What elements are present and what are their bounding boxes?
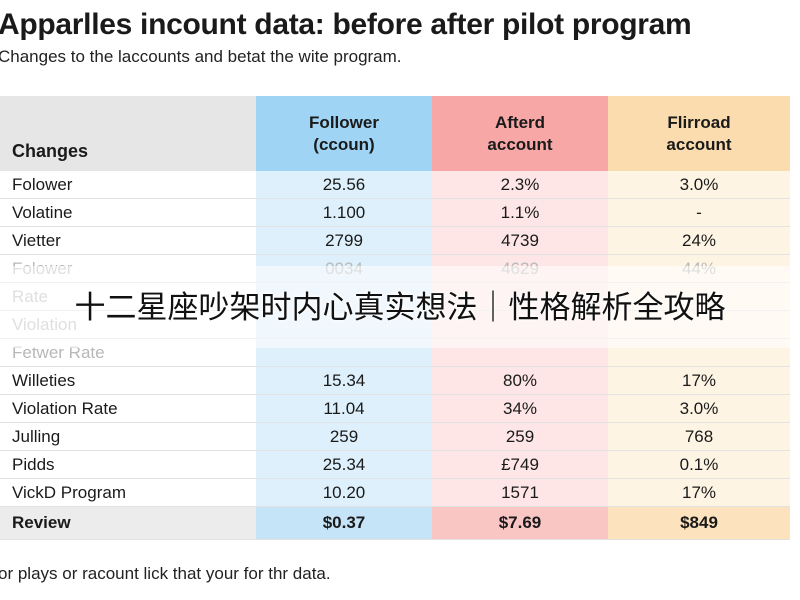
table-row: Willeties 15.34 80% 17% [0,366,790,395]
cell-value: 2799 [256,226,432,255]
cell-value: 0.1% [608,450,790,479]
cell-value: 2.3% [432,171,608,199]
column-header-line: Afterd [494,112,546,132]
cell-value: £749 [432,450,608,479]
cell-value: 1.1% [432,198,608,227]
cell-value: 25.34 [256,450,432,479]
cell-value: 25.56 [256,171,432,199]
cell-value: $849 [608,506,790,540]
table-row: Volatine 1.100 1.1% - [0,198,790,227]
cell-value: 11.04 [256,394,432,423]
column-header-line: account [666,134,732,154]
table-row: Violation Rate 11.04 34% 3.0% [0,394,790,423]
row-label: Vietter [0,226,256,255]
row-label: Pidds [0,450,256,479]
caption-overlay [0,266,800,348]
row-label: VickD Program [0,478,256,507]
cell-value: $0.37 [256,506,432,540]
cell-value: 4739 [432,226,608,255]
row-label: Volatine [0,198,256,227]
table-header-row: Changes Follower (ccoun) Afterd account Fl… [0,96,790,171]
row-label: Folower [0,171,256,199]
row-label: Julling [0,422,256,451]
cell-value: 259 [256,422,432,451]
column-header-changes: Changes [0,96,256,171]
column-header-flirroad: Flirroad account [608,96,790,171]
column-header-afterd: Afterd account [432,96,608,171]
table-row: Folower 25.56 2.3% 3.0% [0,171,790,199]
page-title: Apparlles incount data: before after pil… [0,8,692,41]
cell-value: 17% [608,478,790,507]
cell-value: 24% [608,226,790,255]
cell-value: 3.0% [608,171,790,199]
row-label: Willeties [0,366,256,395]
cell-value: 768 [608,422,790,451]
cell-value: $7.69 [432,506,608,540]
column-header-follower: Follower (ccoun) [256,96,432,171]
column-header-line: Follower [309,112,379,132]
table-row: Vietter 2799 4739 24% [0,226,790,255]
cell-value: 80% [432,366,608,395]
cell-value: 17% [608,366,790,395]
page-subtitle: Changes to the laccounts and betat the w… [0,47,402,66]
cell-value: 34% [432,394,608,423]
cell-value: 10.20 [256,478,432,507]
cell-value: 3.0% [608,394,790,423]
cell-value: 15.34 [256,366,432,395]
table-body: Folower 25.56 2.3% 3.0% Volatine 1.100 1.1% - Vi… [0,171,790,540]
cell-value: - [608,198,790,227]
column-header-line: Flirroad [667,112,731,132]
table-row: Pidds 25.34 £749 0.1% [0,450,790,479]
cell-value: 259 [432,422,608,451]
footnote: or plays or racount lick that your for t… [0,564,331,583]
cell-value: 1571 [432,478,608,507]
cell-value: 1.100 [256,198,432,227]
column-header-line: account [487,134,553,154]
row-label: Violation Rate [0,394,256,423]
row-label: Review [0,506,256,540]
column-header-line: (ccoun) [313,134,375,154]
overlay-caption: 十二星座吵架时内心真实想法｜性格解析全攻略 [74,290,726,326]
table-row: VickD Program 10.20 1571 17% [0,478,790,507]
table-row: Julling 259 259 768 [0,422,790,451]
table-total-row: Review $0.37 $7.69 $849 [0,506,790,540]
